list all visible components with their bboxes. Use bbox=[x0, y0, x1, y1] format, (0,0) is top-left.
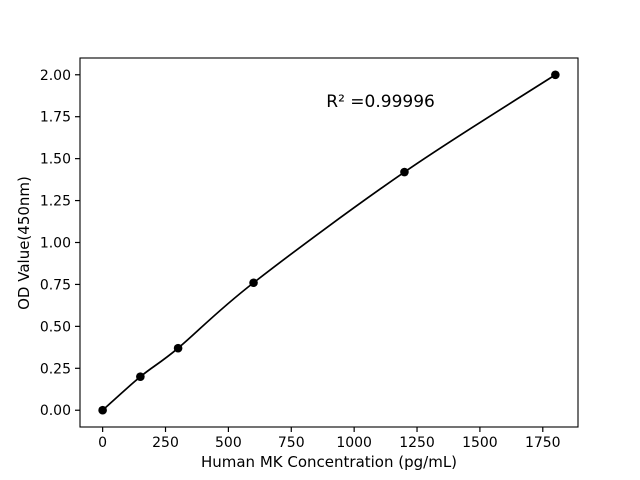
data-point-marker bbox=[98, 405, 107, 415]
y-tick-label: 1.75 bbox=[40, 110, 71, 126]
r-squared-annotation: R² =0.99996 bbox=[326, 91, 435, 112]
x-tick-label: 750 bbox=[278, 435, 305, 451]
x-tick-label: 1000 bbox=[336, 435, 372, 451]
x-axis-label: Human MK Concentration (pg/mL) bbox=[200, 453, 458, 471]
x-tick-label: 0 bbox=[98, 435, 107, 451]
curve-line bbox=[101, 73, 557, 412]
x-tick-label: 1250 bbox=[399, 435, 435, 451]
data-point-marker bbox=[136, 372, 145, 381]
y-axis-label: OD Value(450nm) bbox=[15, 175, 33, 310]
y-tick-label: 0.00 bbox=[40, 403, 71, 419]
x-tick-label: 1500 bbox=[462, 435, 498, 451]
y-tick-label: 0.25 bbox=[40, 361, 71, 377]
data-point-marker bbox=[400, 167, 409, 177]
y-tick-label: 0.75 bbox=[40, 277, 71, 293]
x-tick-label: 500 bbox=[215, 435, 242, 451]
x-tick-label: 250 bbox=[152, 435, 179, 451]
y-tick-label: 1.25 bbox=[40, 194, 71, 210]
data-point-marker bbox=[173, 343, 183, 353]
data-point-marker bbox=[249, 278, 258, 288]
axes-frame bbox=[79, 57, 579, 428]
y-tick-label: 0.50 bbox=[40, 319, 71, 335]
y-tick-label: 1.50 bbox=[40, 152, 71, 168]
data-point-marker bbox=[551, 70, 560, 80]
x-tick-label: 1750 bbox=[525, 435, 561, 451]
y-tick-label: 2.00 bbox=[40, 68, 71, 84]
y-tick-label: 1.00 bbox=[40, 236, 71, 252]
